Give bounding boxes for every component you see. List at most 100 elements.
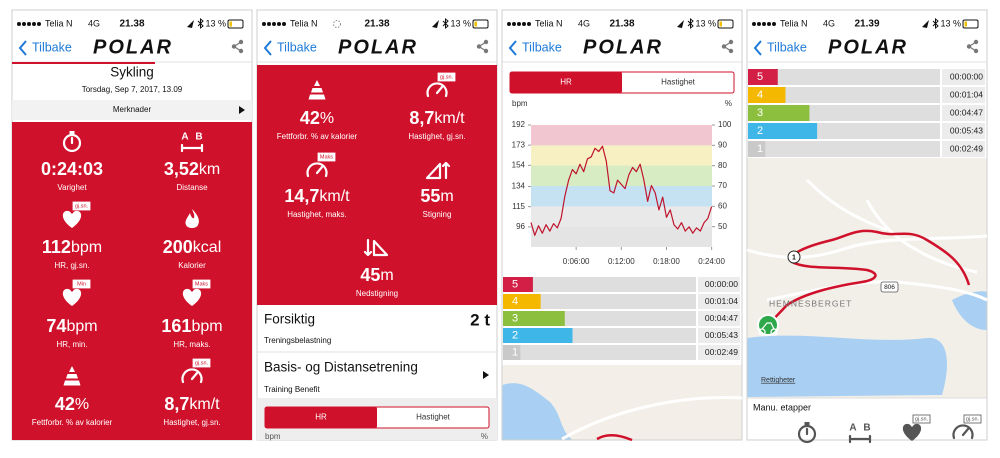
zone-time-cell bbox=[698, 311, 740, 326]
icon-badge bbox=[192, 358, 211, 368]
tab-label[interactable]: Hastighet bbox=[661, 78, 696, 87]
y-tick-label: 96 bbox=[516, 222, 525, 231]
zone-bar bbox=[748, 87, 786, 103]
notes-row[interactable] bbox=[12, 100, 252, 120]
stat-number: 161 bbox=[161, 316, 191, 336]
map-road bbox=[561, 396, 743, 441]
training-benefit[interactable]: Basis- og Distansetrening bbox=[264, 360, 418, 375]
share-icon[interactable] bbox=[966, 44, 972, 49]
stat-value: 8,7km/t bbox=[164, 394, 220, 414]
y2-axis-label: % bbox=[725, 99, 732, 108]
zone-track bbox=[503, 294, 696, 309]
zone-time: 00:01:04 bbox=[705, 296, 738, 306]
icon-badge-text: gj.sn. bbox=[915, 416, 929, 422]
share-icon[interactable] bbox=[483, 48, 489, 54]
x-tick-label: 0:18:00 bbox=[653, 257, 680, 266]
signal-dot bbox=[522, 22, 526, 26]
map-water bbox=[502, 383, 572, 440]
zone-label: 3 bbox=[757, 107, 763, 119]
share-icon[interactable] bbox=[238, 39, 244, 45]
hr-line bbox=[530, 145, 713, 236]
tab-label[interactable]: HR bbox=[315, 413, 327, 422]
network: 4G bbox=[578, 18, 590, 28]
zone-bar bbox=[503, 328, 573, 343]
zone-time: 00:02:49 bbox=[705, 347, 738, 357]
disclosure-arrow[interactable] bbox=[239, 106, 245, 114]
zone-time: 00:02:49 bbox=[950, 143, 983, 153]
back-chevron[interactable] bbox=[753, 40, 762, 56]
stat-value: 112bpm bbox=[42, 237, 102, 257]
tab-label[interactable]: Hastighet bbox=[416, 413, 451, 422]
back-button[interactable]: Tilbake bbox=[767, 40, 807, 54]
stat-value: 42% bbox=[55, 394, 89, 414]
back-button[interactable]: Tilbake bbox=[277, 40, 317, 54]
location-icon bbox=[677, 20, 684, 28]
zone-time-cell bbox=[942, 141, 985, 157]
zone-time-cell bbox=[698, 345, 740, 360]
back-chevron[interactable] bbox=[508, 40, 517, 56]
zone-time: 00:01:04 bbox=[950, 89, 983, 99]
map-credits[interactable]: Rettigheter bbox=[761, 377, 796, 384]
stat-unit: m bbox=[440, 188, 453, 205]
network: 4G bbox=[88, 18, 100, 28]
back-chevron[interactable] bbox=[18, 40, 27, 56]
icon: gj.sn. bbox=[426, 72, 456, 98]
y-tick-label: 192 bbox=[512, 120, 526, 129]
disclosure-arrow[interactable] bbox=[483, 371, 489, 379]
tab-active[interactable] bbox=[265, 407, 377, 428]
signal-dot bbox=[512, 22, 516, 26]
icon-shape bbox=[952, 424, 974, 440]
battery-icon bbox=[227, 19, 244, 29]
map-road bbox=[746, 234, 988, 259]
notes-label[interactable]: Merknader bbox=[113, 105, 152, 114]
tab-active[interactable] bbox=[510, 72, 622, 93]
share-icon[interactable] bbox=[728, 48, 734, 54]
back-chevron[interactable] bbox=[263, 40, 272, 56]
share-icon[interactable] bbox=[238, 48, 244, 54]
icon-badge-text: Min bbox=[77, 281, 86, 287]
zone-bar bbox=[748, 105, 810, 121]
stat-value: 74bpm bbox=[46, 316, 97, 336]
share-icon[interactable] bbox=[728, 39, 734, 45]
icon bbox=[63, 366, 81, 386]
y2-tick-label: 70 bbox=[718, 181, 727, 190]
share-icon[interactable] bbox=[476, 44, 482, 49]
stat-unit: km/t bbox=[189, 396, 220, 413]
stat-value: 0:24:03 bbox=[41, 159, 103, 179]
y-tick-label: 134 bbox=[512, 182, 526, 191]
stat-value: 55m bbox=[420, 186, 453, 206]
clock: 21.38 bbox=[119, 19, 144, 30]
icon-shape bbox=[69, 131, 75, 134]
laps-title: Manu. etapper bbox=[753, 402, 811, 412]
y-axis-label: bpm bbox=[512, 99, 528, 108]
share-icon[interactable] bbox=[721, 44, 727, 49]
icon-badge bbox=[192, 279, 211, 289]
battery-level bbox=[229, 21, 232, 27]
y2-tick-label: 100 bbox=[718, 120, 732, 129]
map-road bbox=[805, 178, 888, 232]
share-icon[interactable] bbox=[231, 44, 237, 49]
icon-shape bbox=[185, 209, 199, 228]
tab-label[interactable]: HR bbox=[560, 78, 572, 87]
icon-badge-text: gj.sn. bbox=[75, 203, 89, 209]
share-icon[interactable] bbox=[483, 39, 489, 45]
stat-unit: % bbox=[75, 396, 89, 413]
back-button[interactable]: Tilbake bbox=[522, 40, 562, 54]
zone-label: 3 bbox=[512, 312, 518, 324]
zone-track bbox=[748, 141, 940, 157]
icon-badge-text: gj.sn. bbox=[195, 360, 209, 366]
zone-time: 00:05:43 bbox=[950, 125, 983, 135]
back-button[interactable]: Tilbake bbox=[32, 40, 72, 54]
axis-hint: bpm bbox=[265, 432, 281, 441]
battery-level bbox=[719, 21, 722, 27]
zone-bar bbox=[748, 69, 778, 85]
share-icon[interactable] bbox=[973, 39, 979, 45]
zone-label: 4 bbox=[757, 89, 763, 101]
share-icon[interactable] bbox=[973, 48, 979, 54]
stat-unit: m bbox=[380, 267, 393, 284]
road-shield bbox=[880, 281, 899, 293]
signal-dot bbox=[262, 22, 266, 26]
location-icon bbox=[432, 20, 439, 28]
